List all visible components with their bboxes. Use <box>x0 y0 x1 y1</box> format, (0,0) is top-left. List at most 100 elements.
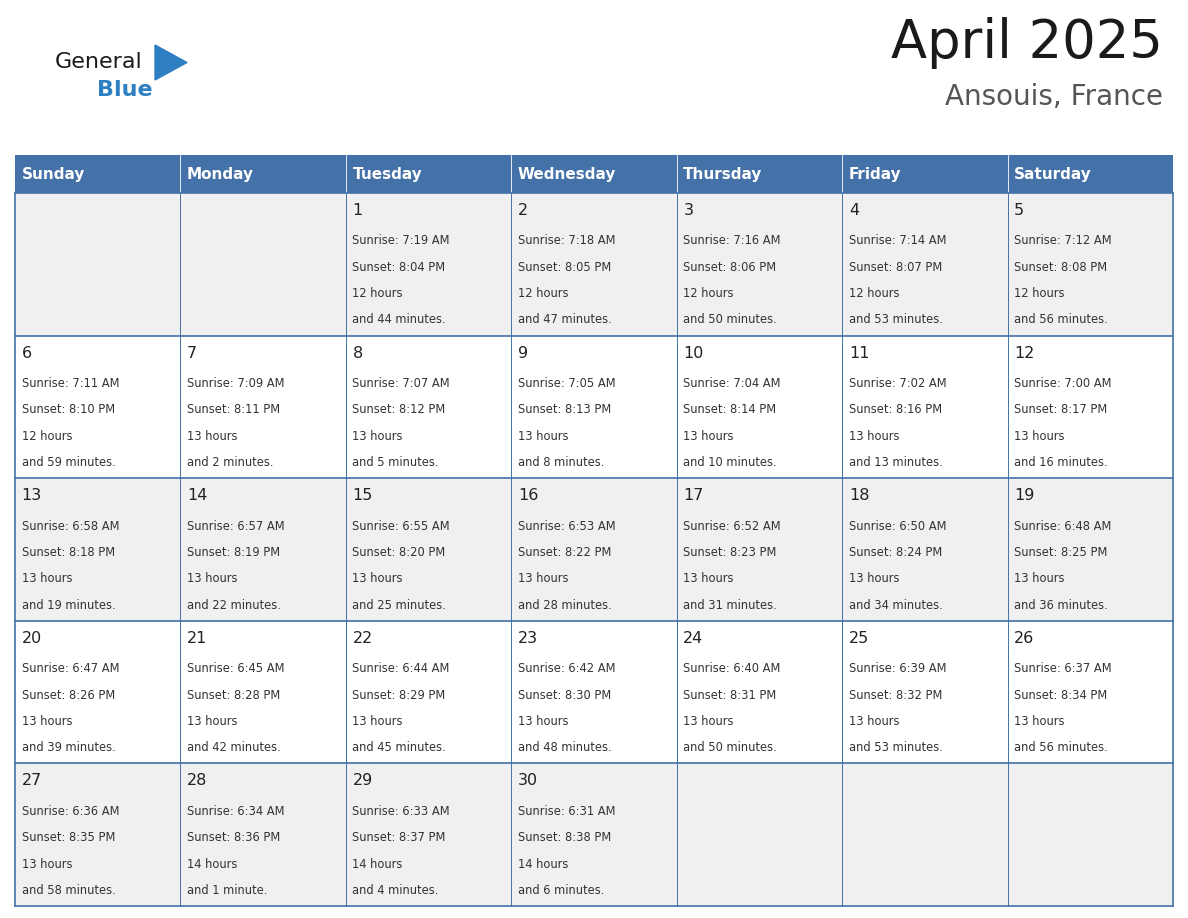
Bar <box>511 478 677 621</box>
Text: 28: 28 <box>187 773 208 789</box>
Text: Sunrise: 6:42 AM: Sunrise: 6:42 AM <box>518 662 615 675</box>
Text: and 50 minutes.: and 50 minutes. <box>683 313 777 327</box>
Text: 13 hours: 13 hours <box>1015 715 1064 728</box>
Text: 20: 20 <box>21 631 42 645</box>
Bar <box>1007 764 1173 906</box>
Text: 13 hours: 13 hours <box>353 572 403 586</box>
Bar <box>15 336 181 478</box>
Text: and 48 minutes.: and 48 minutes. <box>518 742 612 755</box>
Text: Tuesday: Tuesday <box>353 166 422 182</box>
Text: 14: 14 <box>187 488 208 503</box>
Text: Sunset: 8:11 PM: Sunset: 8:11 PM <box>187 403 280 417</box>
Text: 27: 27 <box>21 773 42 789</box>
Text: 13: 13 <box>21 488 42 503</box>
Text: and 59 minutes.: and 59 minutes. <box>21 456 115 469</box>
Text: 6: 6 <box>21 345 32 361</box>
Text: 4: 4 <box>848 203 859 218</box>
Bar <box>842 193 1007 336</box>
Text: Sunrise: 6:37 AM: Sunrise: 6:37 AM <box>1015 662 1112 675</box>
Text: Sunrise: 6:50 AM: Sunrise: 6:50 AM <box>848 520 947 532</box>
Text: and 53 minutes.: and 53 minutes. <box>848 742 942 755</box>
Text: 12 hours: 12 hours <box>1015 287 1064 300</box>
Bar <box>346 193 511 336</box>
Bar <box>15 478 181 621</box>
Text: Sunrise: 6:36 AM: Sunrise: 6:36 AM <box>21 805 119 818</box>
Text: 9: 9 <box>518 345 527 361</box>
Text: Sunrise: 6:45 AM: Sunrise: 6:45 AM <box>187 662 285 675</box>
Text: 29: 29 <box>353 773 373 789</box>
Text: 15: 15 <box>353 488 373 503</box>
Text: 12: 12 <box>1015 345 1035 361</box>
Text: General: General <box>55 52 143 72</box>
Text: Sunset: 8:36 PM: Sunset: 8:36 PM <box>187 831 280 845</box>
Text: and 2 minutes.: and 2 minutes. <box>187 456 273 469</box>
Text: Sunset: 8:29 PM: Sunset: 8:29 PM <box>353 688 446 701</box>
Text: and 25 minutes.: and 25 minutes. <box>353 599 447 611</box>
Bar <box>677 193 842 336</box>
Text: and 42 minutes.: and 42 minutes. <box>187 742 280 755</box>
Bar <box>842 336 1007 478</box>
Text: Ansouis, France: Ansouis, France <box>944 83 1163 111</box>
Text: 13 hours: 13 hours <box>848 430 899 442</box>
Bar <box>181 193 346 336</box>
Text: 18: 18 <box>848 488 870 503</box>
Text: 12 hours: 12 hours <box>353 287 403 300</box>
Text: Blue: Blue <box>97 80 152 100</box>
Text: 23: 23 <box>518 631 538 645</box>
Bar <box>346 478 511 621</box>
Text: Sunrise: 7:11 AM: Sunrise: 7:11 AM <box>21 377 119 390</box>
Bar <box>346 764 511 906</box>
Text: 5: 5 <box>1015 203 1024 218</box>
Text: Monday: Monday <box>187 166 254 182</box>
Text: and 31 minutes.: and 31 minutes. <box>683 599 777 611</box>
Text: Sunrise: 6:39 AM: Sunrise: 6:39 AM <box>848 662 947 675</box>
Text: Sunset: 8:22 PM: Sunset: 8:22 PM <box>518 546 612 559</box>
Text: and 16 minutes.: and 16 minutes. <box>1015 456 1108 469</box>
Text: 13 hours: 13 hours <box>21 857 72 870</box>
Text: and 34 minutes.: and 34 minutes. <box>848 599 942 611</box>
Text: 11: 11 <box>848 345 870 361</box>
Text: 24: 24 <box>683 631 703 645</box>
Text: Sunrise: 7:12 AM: Sunrise: 7:12 AM <box>1015 234 1112 247</box>
Bar <box>677 336 842 478</box>
Text: Sunrise: 7:16 AM: Sunrise: 7:16 AM <box>683 234 781 247</box>
Text: 8: 8 <box>353 345 362 361</box>
Text: Sunset: 8:10 PM: Sunset: 8:10 PM <box>21 403 115 417</box>
Text: Sunrise: 6:52 AM: Sunrise: 6:52 AM <box>683 520 781 532</box>
Text: Sunset: 8:04 PM: Sunset: 8:04 PM <box>353 261 446 274</box>
Text: Sunset: 8:28 PM: Sunset: 8:28 PM <box>187 688 280 701</box>
Bar <box>15 621 181 764</box>
Bar <box>842 764 1007 906</box>
Text: 19: 19 <box>1015 488 1035 503</box>
Text: 12 hours: 12 hours <box>848 287 899 300</box>
Text: and 58 minutes.: and 58 minutes. <box>21 884 115 897</box>
Text: Sunrise: 7:05 AM: Sunrise: 7:05 AM <box>518 377 615 390</box>
Text: Sunrise: 6:40 AM: Sunrise: 6:40 AM <box>683 662 781 675</box>
Text: Sunrise: 7:00 AM: Sunrise: 7:00 AM <box>1015 377 1112 390</box>
Text: and 36 minutes.: and 36 minutes. <box>1015 599 1108 611</box>
Text: and 28 minutes.: and 28 minutes. <box>518 599 612 611</box>
Bar <box>842 621 1007 764</box>
Bar <box>511 336 677 478</box>
Text: Sunset: 8:08 PM: Sunset: 8:08 PM <box>1015 261 1107 274</box>
Bar <box>1007 336 1173 478</box>
Text: 30: 30 <box>518 773 538 789</box>
Bar <box>511 764 677 906</box>
Bar <box>346 336 511 478</box>
Text: Sunrise: 6:34 AM: Sunrise: 6:34 AM <box>187 805 285 818</box>
Text: Sunset: 8:05 PM: Sunset: 8:05 PM <box>518 261 611 274</box>
Text: and 1 minute.: and 1 minute. <box>187 884 267 897</box>
Text: Thursday: Thursday <box>683 166 763 182</box>
Text: Sunrise: 6:48 AM: Sunrise: 6:48 AM <box>1015 520 1112 532</box>
Text: and 56 minutes.: and 56 minutes. <box>1015 742 1108 755</box>
Bar <box>181 621 346 764</box>
Text: 13 hours: 13 hours <box>187 572 238 586</box>
Text: and 44 minutes.: and 44 minutes. <box>353 313 447 327</box>
Text: and 50 minutes.: and 50 minutes. <box>683 742 777 755</box>
Text: Sunset: 8:06 PM: Sunset: 8:06 PM <box>683 261 777 274</box>
Text: 16: 16 <box>518 488 538 503</box>
Text: Sunset: 8:35 PM: Sunset: 8:35 PM <box>21 831 115 845</box>
Text: Sunset: 8:31 PM: Sunset: 8:31 PM <box>683 688 777 701</box>
Text: Sunset: 8:25 PM: Sunset: 8:25 PM <box>1015 546 1107 559</box>
Text: 13 hours: 13 hours <box>353 715 403 728</box>
